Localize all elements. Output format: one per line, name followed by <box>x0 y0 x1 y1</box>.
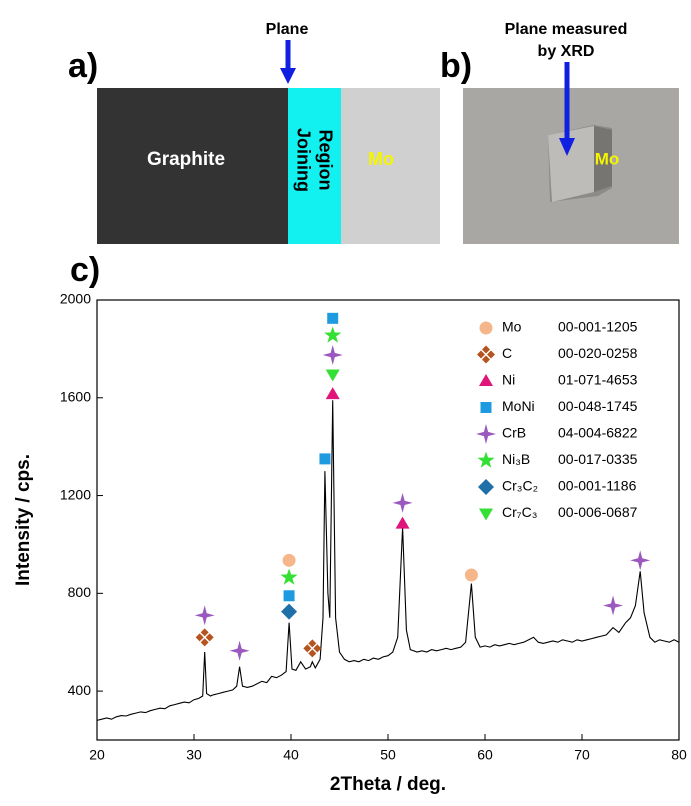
x-tick-label: 70 <box>574 747 590 763</box>
legend-name: Ni <box>502 372 515 388</box>
marker <box>630 550 651 571</box>
x-tick-label: 30 <box>186 747 202 763</box>
legend-marker <box>477 345 495 364</box>
mo-label: Mo <box>595 149 620 168</box>
marker <box>325 369 340 382</box>
legend-marker <box>480 402 492 413</box>
legend-code: 00-020-0258 <box>558 345 638 361</box>
x-tick-label: 20 <box>89 747 105 763</box>
marker <box>325 387 340 400</box>
x-tick-label: 80 <box>671 747 687 763</box>
marker <box>283 590 295 602</box>
joining-label: Region <box>315 130 335 191</box>
legend-code: 04-004-6822 <box>558 425 638 441</box>
marker <box>229 640 250 661</box>
xrd-chart: 20 30 40 50 60 70 80 400 800 1200 1600 2000 2Theta /… <box>13 291 687 795</box>
marker <box>195 628 214 647</box>
panel-label: c) <box>70 251 100 289</box>
marker <box>324 326 342 343</box>
marker <box>392 492 413 513</box>
marker <box>319 453 331 465</box>
y-tick-label: 1600 <box>60 388 91 404</box>
legend-code: 00-048-1745 <box>558 398 638 414</box>
legend-name: CrB <box>502 425 526 441</box>
graphite-block <box>97 88 288 244</box>
marker <box>282 553 296 567</box>
marker <box>322 345 343 365</box>
marker <box>303 639 322 658</box>
marker <box>603 595 624 616</box>
legend-code: 00-006-0687 <box>558 504 638 520</box>
panel-label: a) <box>68 47 98 85</box>
legend-name: Mo <box>502 319 522 335</box>
legend-marker <box>479 508 493 521</box>
legend-name: Ni₃B <box>502 451 530 467</box>
marker <box>281 603 298 620</box>
y-tick-label: 1200 <box>60 486 91 502</box>
panel-label: b) <box>440 47 472 85</box>
arrow-head <box>559 138 575 156</box>
arrow-head <box>280 68 296 84</box>
mo-label: Mo <box>368 149 394 169</box>
xrd-pattern <box>96 400 680 721</box>
y-tick-label: 800 <box>68 584 92 600</box>
legend-marker <box>478 479 494 495</box>
joining-block <box>288 88 341 244</box>
x-axis-label: 2Theta / deg. <box>330 774 446 795</box>
y-tick-label: 400 <box>68 682 92 698</box>
y-axis-label: Intensity / cps. <box>13 454 34 586</box>
joining-label: Joining <box>293 128 313 192</box>
x-tick-label: 60 <box>477 747 493 763</box>
legend-code: 00-001-1186 <box>558 478 637 494</box>
legend-marker <box>479 321 493 335</box>
marker <box>280 568 298 585</box>
legend-code: 01-071-4653 <box>558 372 638 388</box>
legend-name: C <box>502 345 512 361</box>
legend-name: MoNi <box>502 398 535 414</box>
marker <box>395 516 410 529</box>
legend-marker <box>477 451 495 468</box>
x-tick-label: 40 <box>283 747 299 763</box>
legend-name: Cr₃C₂ <box>502 478 538 494</box>
x-tick-label: 50 <box>380 747 396 763</box>
legend-name: Cr₇C₃ <box>502 504 537 520</box>
marker <box>194 605 215 626</box>
legend-code: 00-001-1205 <box>558 319 638 335</box>
mo-block <box>341 88 440 244</box>
sample-face <box>548 126 594 202</box>
legend-code: 00-017-0335 <box>558 451 638 467</box>
legend-marker <box>476 424 496 444</box>
graphite-label: Graphite <box>147 149 225 170</box>
arrow-label: by XRD <box>538 43 595 60</box>
y-tick-label: 2000 <box>60 291 91 307</box>
legend-marker <box>479 374 493 386</box>
marker <box>327 312 339 324</box>
arrow-label: Plane measured <box>505 21 628 38</box>
marker <box>464 568 478 582</box>
arrow-label: Plane <box>266 21 309 38</box>
sample-side <box>594 126 612 192</box>
